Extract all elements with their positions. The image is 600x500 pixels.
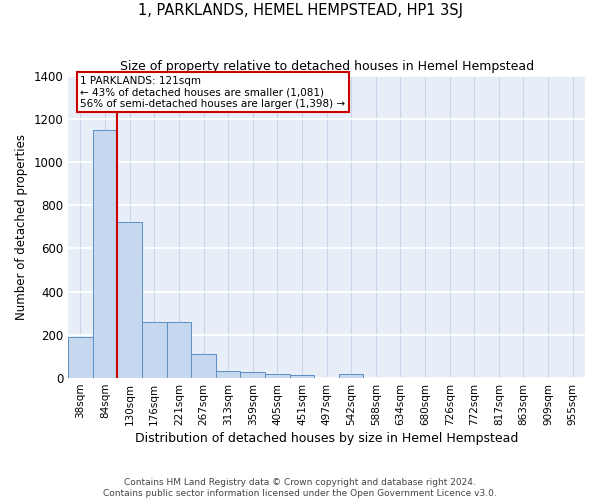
- Bar: [216, 370, 241, 378]
- Bar: [167, 322, 191, 378]
- Bar: [142, 322, 167, 378]
- Text: 1 PARKLANDS: 121sqm
← 43% of detached houses are smaller (1,081)
56% of semi-det: 1 PARKLANDS: 121sqm ← 43% of detached ho…: [80, 76, 346, 109]
- Y-axis label: Number of detached properties: Number of detached properties: [15, 134, 28, 320]
- Bar: [191, 354, 216, 378]
- Bar: [241, 372, 265, 378]
- Bar: [93, 130, 118, 378]
- X-axis label: Distribution of detached houses by size in Hemel Hempstead: Distribution of detached houses by size …: [135, 432, 518, 445]
- Bar: [265, 374, 290, 378]
- Bar: [290, 375, 314, 378]
- Bar: [68, 337, 93, 378]
- Bar: [339, 374, 364, 378]
- Text: 1, PARKLANDS, HEMEL HEMPSTEAD, HP1 3SJ: 1, PARKLANDS, HEMEL HEMPSTEAD, HP1 3SJ: [137, 2, 463, 18]
- Title: Size of property relative to detached houses in Hemel Hempstead: Size of property relative to detached ho…: [119, 60, 533, 73]
- Bar: [118, 222, 142, 378]
- Text: Contains HM Land Registry data © Crown copyright and database right 2024.
Contai: Contains HM Land Registry data © Crown c…: [103, 478, 497, 498]
